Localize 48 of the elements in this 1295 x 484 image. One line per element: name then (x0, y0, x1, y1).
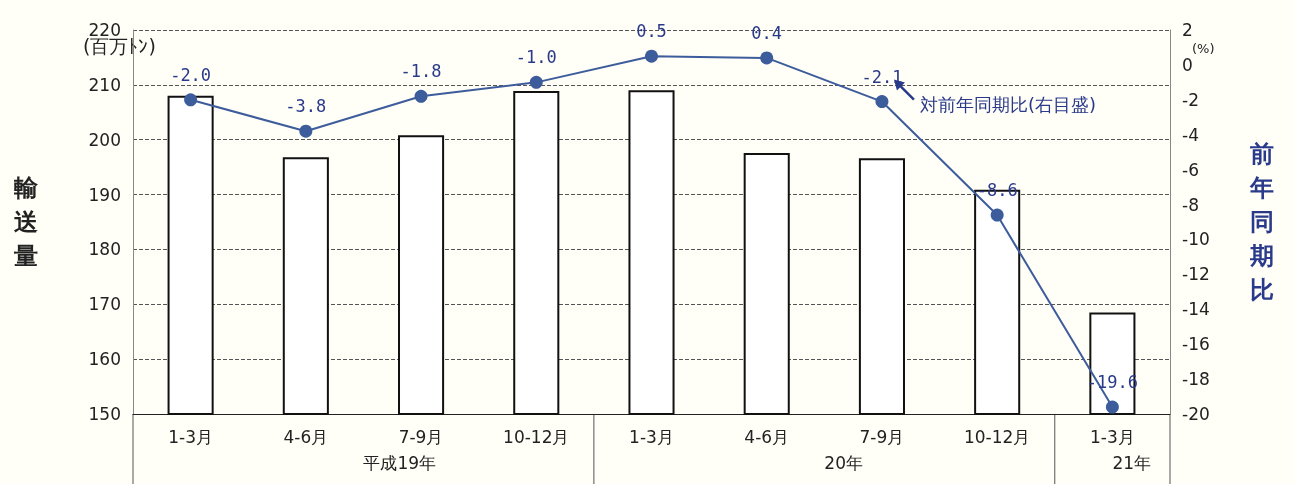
point (645, 49, 658, 63)
y2-tick-label: -20 (1182, 404, 1210, 424)
x-tick-label: 4-6月 (283, 426, 329, 447)
point (414, 89, 428, 103)
data-label: -1.8 (400, 61, 442, 82)
y2-tick-label: -14 (1182, 299, 1210, 320)
x-tick-label: 10-12月 (963, 426, 1031, 447)
x-tick-label: 1-3月 (629, 426, 674, 447)
data-label: -3.8 (285, 96, 327, 117)
point (184, 93, 198, 107)
y-tick-label: 180 (88, 239, 121, 260)
point (1105, 400, 1119, 414)
x-tick-label: 4-6月 (744, 426, 790, 447)
y2-axis-title: 前年同期比 (1249, 140, 1274, 304)
point (990, 208, 1004, 222)
y-tick-label: 190 (88, 184, 121, 205)
y2-tick-label: -6 (1182, 159, 1199, 180)
y2-tick-label: -2 (1182, 89, 1199, 110)
y2-tick-label: -18 (1182, 369, 1210, 390)
y2-tick-label: 2 (1182, 20, 1193, 40)
text: 21年 (1112, 452, 1152, 473)
y2-tick-label: -8 (1182, 194, 1199, 215)
x-tick-label: 1-3月 (168, 426, 213, 447)
y-tick-label: 160 (88, 349, 121, 370)
y-axis-title: 輸送量 (13, 174, 39, 270)
y2-tick-label: -12 (1182, 264, 1210, 285)
x-tick-label: 1-3月 (1090, 426, 1135, 447)
y-tick-label: 210 (88, 74, 121, 95)
y2-tick-label: -4 (1182, 124, 1199, 145)
series-label: 対前年同期比(右目盛) (919, 94, 1096, 116)
y2-tick-label: -10 (1182, 229, 1210, 250)
x-tick-label: 7-9月 (398, 426, 444, 447)
y2-tick-label: 0 (1182, 54, 1193, 75)
data-label: -1.0 (515, 47, 557, 68)
point (529, 75, 543, 89)
text: 20年 (824, 452, 863, 473)
x-tick-label: 10-12月 (503, 426, 570, 447)
data-label: -2.0 (170, 64, 212, 85)
point (299, 124, 313, 138)
point (875, 95, 889, 109)
point (760, 51, 774, 65)
text: (%) (1192, 41, 1215, 56)
text: 平成19年 (363, 452, 437, 473)
y-tick-label: 150 (88, 404, 121, 424)
y2-tick-label: -16 (1182, 334, 1210, 355)
y-tick-label: 200 (88, 129, 121, 150)
y-tick-label: 170 (88, 294, 121, 315)
x-tick-label: 7-9月 (859, 426, 905, 447)
